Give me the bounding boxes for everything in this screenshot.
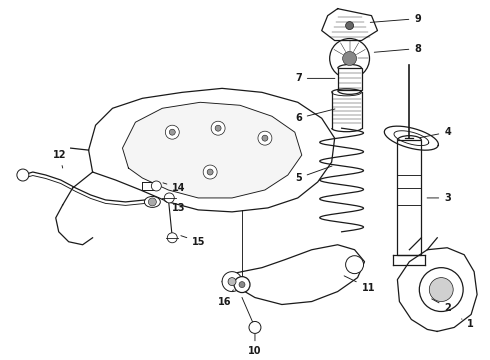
Circle shape [211,121,225,135]
Bar [397,140,421,255]
Circle shape [222,272,242,292]
Circle shape [215,125,221,131]
Circle shape [167,233,177,243]
Text: 2: 2 [432,299,451,312]
Circle shape [249,321,261,333]
Circle shape [262,135,268,141]
Circle shape [330,39,369,78]
Circle shape [419,268,463,311]
Polygon shape [384,126,439,150]
Polygon shape [222,245,365,305]
Bar [338,68,362,90]
Circle shape [203,165,217,179]
Circle shape [345,22,354,30]
Text: 8: 8 [374,44,421,54]
Text: 13: 13 [165,201,186,213]
Polygon shape [89,88,335,212]
Circle shape [148,198,156,206]
Text: 9: 9 [370,14,421,24]
Text: 4: 4 [420,127,451,138]
Text: 11: 11 [344,276,375,293]
Circle shape [228,278,236,285]
Polygon shape [322,9,377,41]
Circle shape [258,131,272,145]
Text: 14: 14 [163,183,186,193]
Circle shape [207,169,213,175]
Text: 7: 7 [295,73,335,84]
Text: 12: 12 [53,150,66,168]
Circle shape [165,125,179,139]
Text: 1: 1 [462,319,474,329]
Circle shape [151,181,161,191]
Circle shape [239,282,245,288]
Text: 5: 5 [295,166,332,183]
Text: 6: 6 [295,109,335,123]
Polygon shape [397,248,477,332]
Ellipse shape [145,197,160,207]
Text: 10: 10 [248,334,262,356]
Circle shape [343,51,357,66]
Text: 3: 3 [427,193,451,203]
Circle shape [429,278,453,302]
Circle shape [234,276,250,293]
Circle shape [17,169,29,181]
Circle shape [169,129,175,135]
Circle shape [164,193,174,203]
Circle shape [345,256,364,274]
Text: 15: 15 [181,236,206,247]
Polygon shape [122,102,302,198]
Text: 16: 16 [218,290,233,306]
